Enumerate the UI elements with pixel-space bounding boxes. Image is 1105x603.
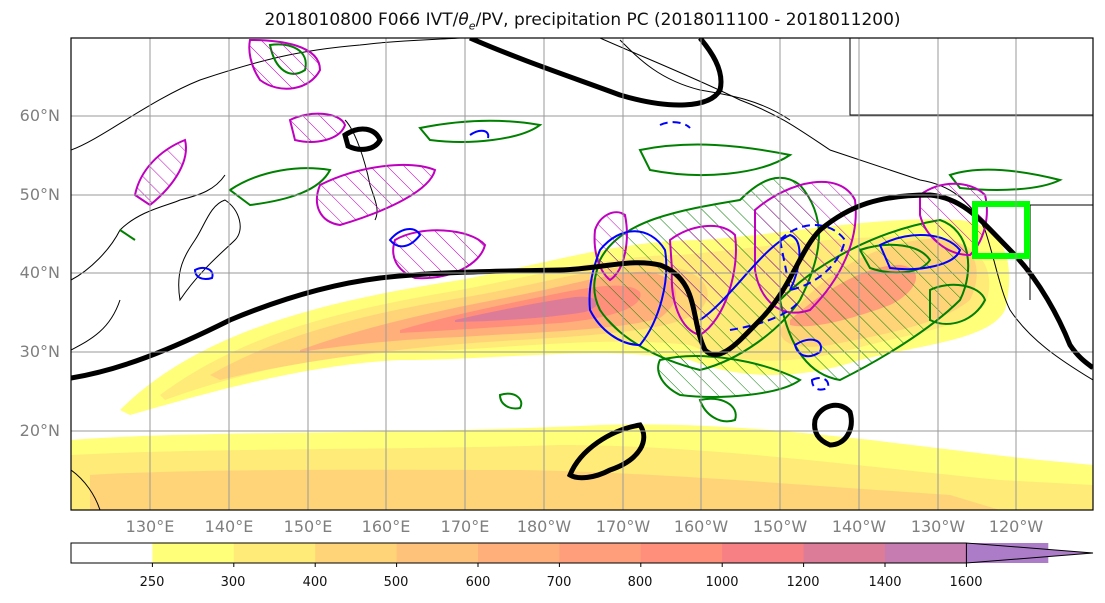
lat-label: 40°N [19,263,60,282]
lon-label: 170°W [595,517,651,536]
colorbar-segment [71,543,153,563]
colorbar-tick-label: 250 [139,575,165,590]
lon-label: 150°W [752,517,808,536]
colorbar-tick-label: 1600 [949,575,983,590]
colorbar-segment [233,543,316,563]
colorbar-tick-label: 1200 [786,575,820,590]
colorbar-tick-label: 600 [465,575,491,590]
lat-label: 30°N [19,342,60,361]
colorbar-segment [722,543,805,563]
lon-label: 150°E [283,517,333,536]
lon-label: 130°E [125,517,175,536]
colorbar-segment [396,543,479,563]
lon-label: 180°W [516,517,572,536]
colorbar-segment [478,543,560,563]
map-frame [70,37,1094,511]
lon-label: 140°W [831,517,887,536]
colorbar-tick-label: 400 [302,575,328,590]
lat-label: 60°N [19,106,60,125]
colorbar-tick-label: 800 [627,575,653,590]
lat-label: 20°N [19,421,60,440]
colorbar-segment [315,543,398,563]
colorbar-tick-label: 300 [220,575,246,590]
lon-label: 130°W [910,517,966,536]
lon-label: 140°E [204,517,254,536]
lat-label: 50°N [19,185,60,204]
colorbar-tick-label: 1000 [705,575,739,590]
colorbar-outline [70,542,967,564]
colorbar-tick-label: 1400 [868,575,902,590]
lon-label: 120°W [988,517,1044,536]
lon-label: 170°E [440,517,490,536]
gridlines [71,38,1093,510]
colorbar-segment [152,543,235,563]
lon-label: 160°W [673,517,729,536]
colorbar-segment [803,543,886,563]
target-region-box [972,201,1030,259]
pv-contours [71,38,1093,481]
colorbar-segment [640,543,723,563]
map-title: 2018010800 F066 IVT/θe/PV, precipitation… [264,10,901,33]
colorbar-tick-label: 500 [383,575,409,590]
colorbar-segment [559,543,642,563]
colorbar-segment [885,543,967,563]
colorbar [70,542,1094,567]
colorbar-extend-arrow [965,542,1094,564]
lon-label: 160°E [361,517,411,536]
colorbar-tick-label: 700 [546,575,572,590]
